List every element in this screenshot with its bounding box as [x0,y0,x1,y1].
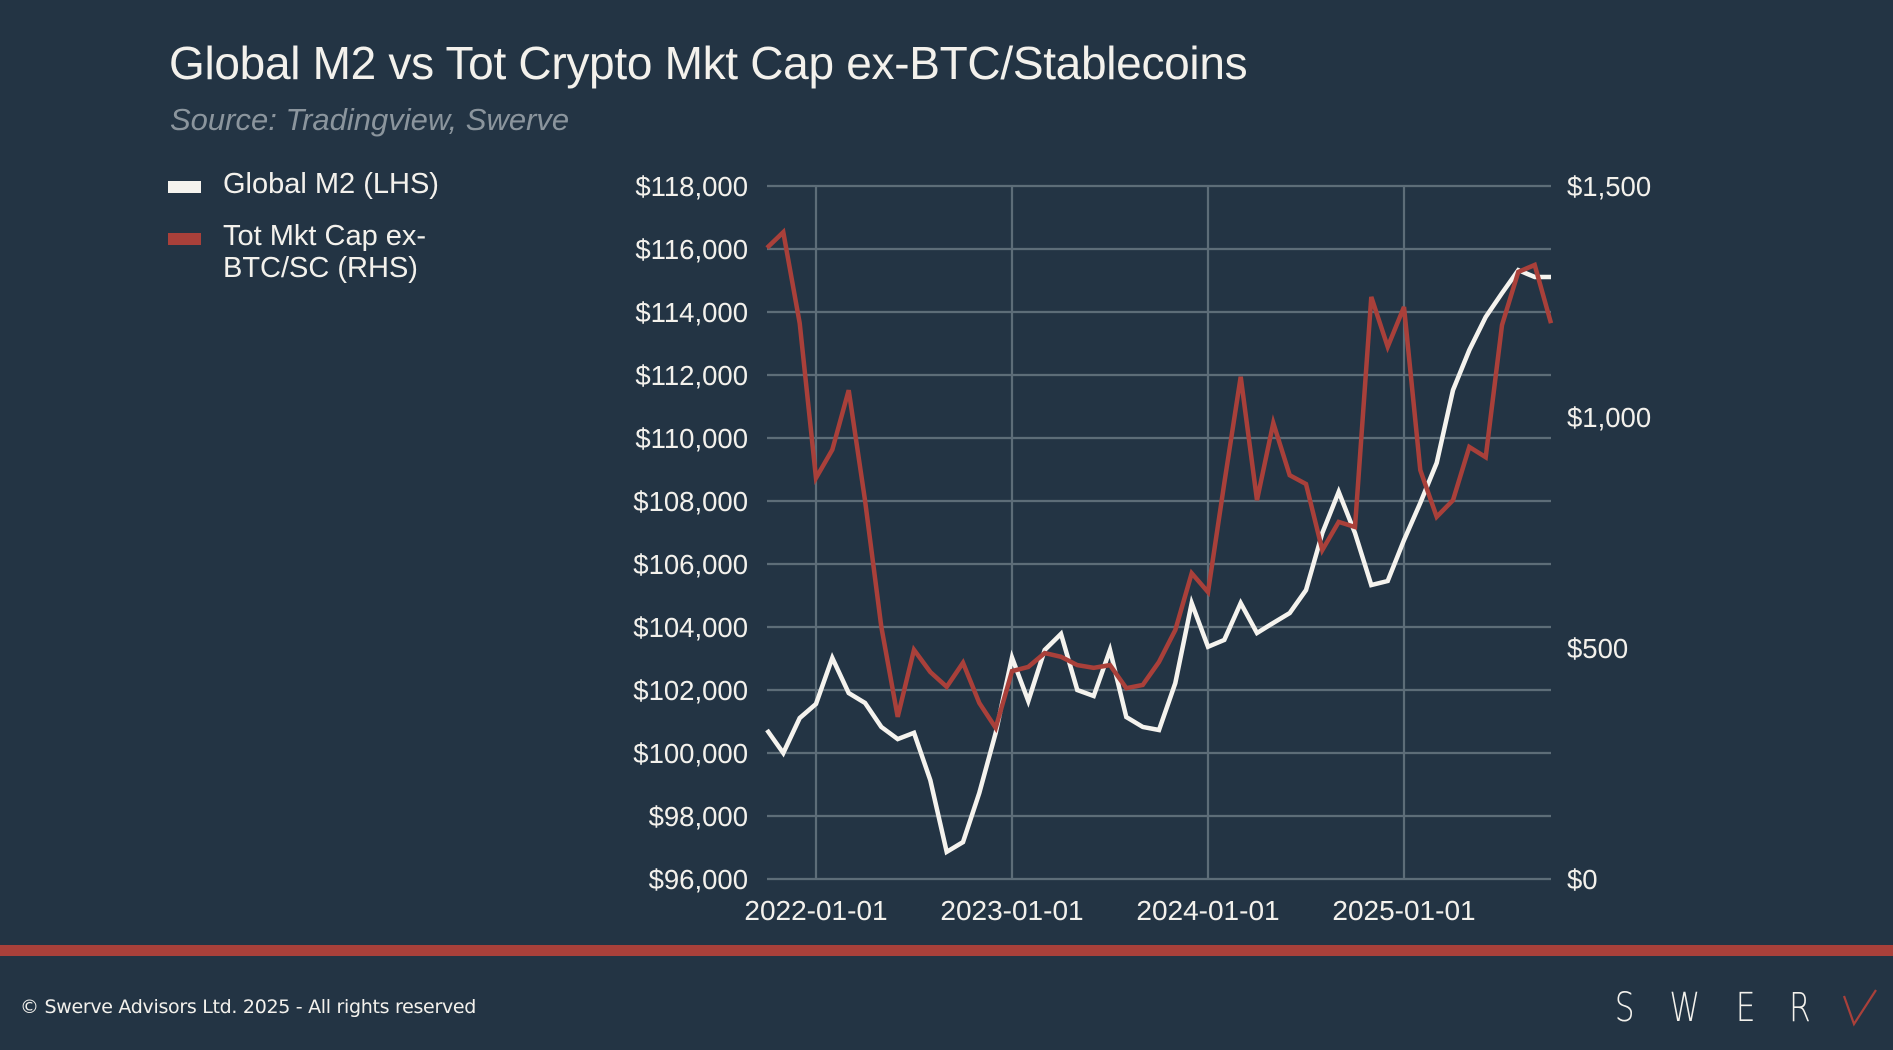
series-line-global-m2 [765,267,1551,856]
series-points-mkt-cap [766,232,1552,729]
y-right-tick-label: $1,000 [1567,402,1651,433]
legend-swatch-mkt-cap [168,233,201,245]
line-chart: $96,000 $98,000 $100,000 $102,000 $104,000 $1… [633,171,1651,926]
y-left-tick-label: $106,000 [633,549,748,580]
footer-copyright: © Swerve Advisors Ltd. 2025 - All rights… [20,996,477,1018]
y-left-tick-label: $104,000 [633,612,748,643]
y-left-tick-label: $118,000 [635,171,748,202]
y-axis-left: $96,000 $98,000 $100,000 $102,000 $104,000 $1… [633,171,748,895]
footer-accent-bar [0,945,1893,956]
y-left-tick-label: $110,000 [635,423,748,454]
y-left-tick-label: $98,000 [649,801,748,832]
logo-letter-w: W [1669,985,1701,1031]
y-right-tick-label: $0 [1567,864,1598,895]
chart-subtitle: Source: Tradingview, Swerve [170,102,570,137]
legend-label-mkt-cap: Tot Mkt Cap ex-BTC/SC (RHS) [223,220,427,284]
y-left-tick-label: $96,000 [649,864,748,895]
y-right-tick-label: $1,500 [1567,171,1651,202]
x-tick-label: 2023-01-01 [940,895,1083,926]
legend-swatch-global-m2 [168,181,201,193]
y-axis-right: $0 $500 $1,000 $1,500 [1567,171,1651,895]
legend-item-global-m2: Global M2 (LHS) [168,168,583,200]
chart-grid [767,184,1551,881]
series-points-global-m2 [766,270,1552,853]
chart-title: Global M2 vs Tot Crypto Mkt Cap ex-BTC/S… [169,37,1248,89]
logo-letter-e: E [1735,985,1756,1031]
x-tick-label: 2024-01-01 [1136,895,1279,926]
logo-letter-s: S [1614,985,1635,1031]
x-tick-label: 2025-01-01 [1332,895,1475,926]
y-left-tick-label: $100,000 [633,738,748,769]
series-line-mkt-cap [765,227,1554,734]
y-right-tick-label: $500 [1567,633,1628,664]
x-tick-label: 2022-01-01 [744,895,887,926]
logo-letter-v-text: V [1842,988,1843,989]
y-left-tick-label: $108,000 [633,486,748,517]
chart-series [765,227,1554,856]
legend-label-global-m2: Global M2 (LHS) [223,168,439,200]
logo-v-check-icon: V [1842,988,1877,1027]
chart-legend: Global M2 (LHS) Tot Mkt Cap ex-BTC/SC (R… [168,168,583,304]
y-left-tick-label: $102,000 [633,675,748,706]
y-left-tick-label: $116,000 [635,234,748,265]
y-left-tick-label: $112,000 [635,360,748,391]
logo-letter-r: R [1789,985,1811,1031]
legend-item-mkt-cap: Tot Mkt Cap ex-BTC/SC (RHS) [168,220,583,284]
y-left-tick-label: $114,000 [635,297,748,328]
x-axis: 2022-01-01 2023-01-01 2024-01-01 2025-01-01 [744,895,1475,926]
swerve-logo: S W E R V E [1612,985,1893,1031]
